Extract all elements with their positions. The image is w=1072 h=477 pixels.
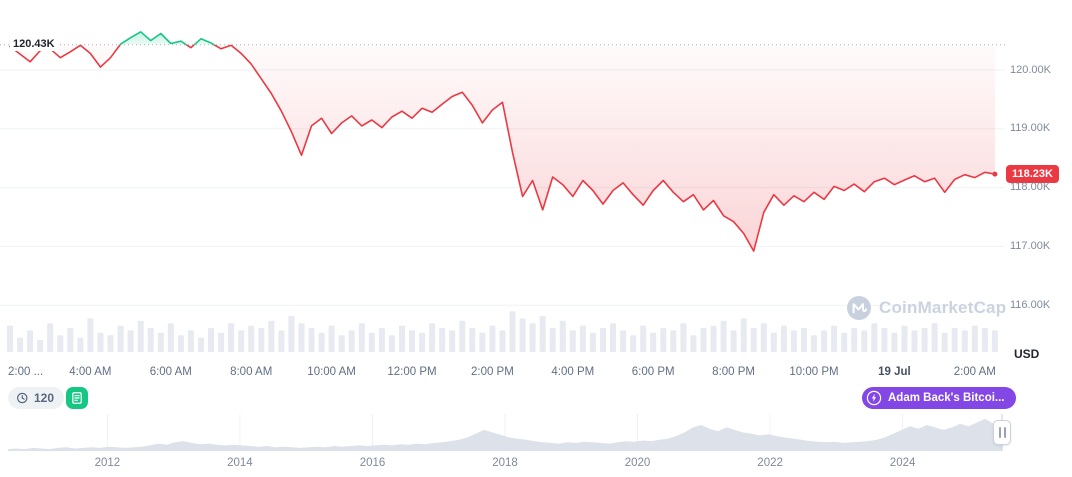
- price-line-down: [9, 44, 996, 252]
- x-axis: 2:00 ... 4:00 AM 6:00 AM 8:00 AM 10:00 AM 12:…: [0, 366, 1010, 382]
- x-axis-label: 8:00 PM: [712, 366, 756, 378]
- x-axis-label: 10:00 PM: [789, 366, 839, 378]
- green-note-icon: [72, 392, 82, 404]
- history-clock-icon: [17, 392, 28, 404]
- y-axis-label: 117.00K: [1010, 239, 1051, 252]
- year-axis: 2012 2014 2016 2018 2020 2022 2024: [0, 457, 1012, 473]
- price-chart-canvas[interactable]: [0, 0, 1005, 362]
- navigator-area: [8, 418, 1002, 451]
- year-axis-label: 2022: [757, 457, 783, 469]
- x-axis-label: 2:00 ...: [8, 366, 44, 378]
- y-axis: 120.00K 119.00K 118.00K 117.00K 116.00K: [1010, 0, 1072, 362]
- currency-label: USD: [1014, 347, 1040, 361]
- x-axis-label: 6:00 AM: [149, 366, 192, 378]
- x-axis-label: 10:00 AM: [307, 366, 356, 378]
- y-axis-label: 120.00K: [1010, 63, 1051, 76]
- coinmarketcap-logo-icon: [847, 296, 871, 320]
- previous-close-label: 120.43K: [10, 37, 58, 51]
- y-axis-label: 116.00K: [1010, 298, 1051, 311]
- price-area-down: [10, 44, 995, 252]
- x-axis-label: 2:00 PM: [470, 366, 514, 378]
- volume-bars: [7, 311, 998, 352]
- year-axis-label: 2016: [359, 457, 386, 469]
- watermark-text: CoinMarketCap: [879, 298, 1007, 317]
- notes-button[interactable]: [66, 387, 88, 409]
- year-axis-label: 2012: [94, 457, 121, 469]
- last-price-dot: [992, 171, 998, 177]
- news-ticker-label: Adam Back's Bitcoi...: [888, 392, 1005, 404]
- year-axis-label: 2024: [889, 457, 916, 469]
- x-axis-label: 4:00 AM: [69, 366, 112, 378]
- y-axis-label: 118.00K: [1010, 181, 1051, 194]
- current-price-badge: 118.23K: [1006, 165, 1059, 183]
- navigator-right-handle[interactable]: [993, 420, 1011, 445]
- x-axis-label: 19 Jul: [878, 366, 911, 378]
- x-axis-label: 6:00 PM: [631, 366, 675, 378]
- news-ticker-button[interactable]: Adam Back's Bitcoi...: [862, 387, 1016, 409]
- x-axis-label: 8:00 AM: [230, 366, 273, 378]
- year-axis-label: 2020: [624, 457, 651, 469]
- history-count-badge[interactable]: 120: [8, 387, 65, 409]
- watermark: CoinMarketCap: [846, 295, 1006, 321]
- year-axis-label: 2018: [492, 457, 518, 469]
- year-axis-label: 2014: [227, 457, 253, 469]
- y-axis-label: 119.00K: [1010, 122, 1051, 135]
- price-line-up: [79, 30, 232, 45]
- x-axis-label: 12:00 PM: [387, 366, 437, 378]
- history-count-label: 120: [34, 391, 55, 405]
- x-axis-label: 2:00 AM: [953, 366, 996, 378]
- x-axis-label: 4:00 PM: [551, 366, 595, 378]
- lightning-bolt-icon: [866, 390, 882, 406]
- timeline-navigator[interactable]: [0, 414, 1012, 452]
